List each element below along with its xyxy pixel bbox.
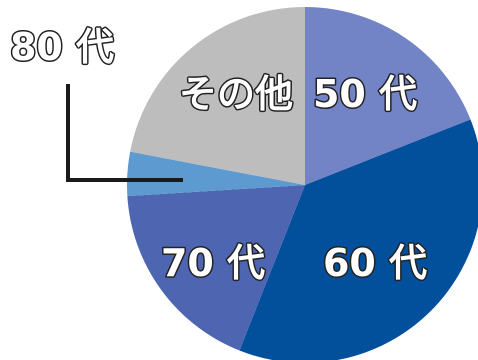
- pie-slice-3: [126, 151, 305, 197]
- slice-label-50: 50 代: [313, 72, 417, 116]
- slice-label-70: 70 代: [161, 241, 265, 285]
- slice-label-other: その他: [179, 72, 293, 116]
- pie-slice-0: [305, 7, 471, 185]
- leader-line-80: [66, 84, 183, 182]
- pie-slice-4: [130, 7, 305, 185]
- pie-slices: [126, 7, 478, 360]
- slice-label-80: 80 代: [10, 25, 114, 69]
- slice-label-60: 60 代: [323, 241, 427, 285]
- pie-slice-1: [239, 119, 478, 360]
- pie-labels: 50 代 60 代 70 代 80 代 その他: [8, 24, 428, 287]
- pie-slice-2: [127, 185, 305, 351]
